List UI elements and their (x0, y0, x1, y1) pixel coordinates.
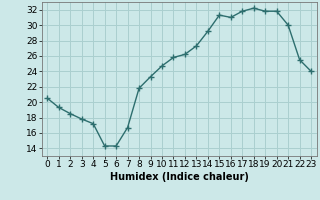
X-axis label: Humidex (Indice chaleur): Humidex (Indice chaleur) (110, 172, 249, 182)
